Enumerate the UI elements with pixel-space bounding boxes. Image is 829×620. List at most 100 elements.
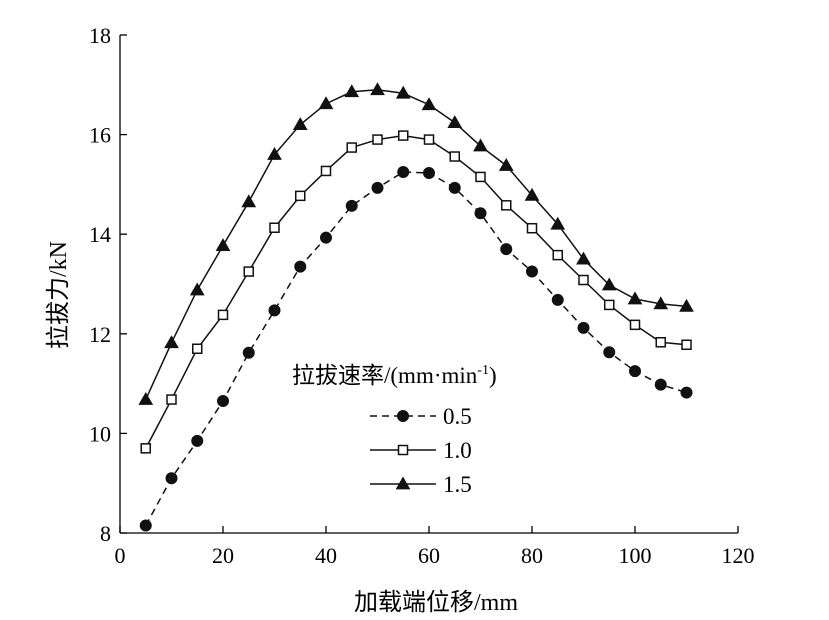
data-point [294, 260, 307, 273]
data-point [421, 97, 437, 111]
data-point [423, 166, 435, 179]
data-point [629, 365, 641, 378]
series-line [145, 134, 687, 449]
data-point [346, 142, 357, 153]
series-layer [138, 82, 694, 532]
data-point [217, 395, 229, 408]
data-point [680, 386, 693, 399]
legend-title: 拉拔速率/(mm·min-1) [292, 363, 497, 388]
x-tick-label: 60 [418, 543, 440, 568]
data-point [241, 194, 257, 208]
data-point [423, 134, 435, 145]
data-point [268, 304, 281, 317]
legend: 拉拔速率/(mm·min-1) 0.5 1.0 1.5 [292, 363, 497, 497]
data-point [189, 282, 205, 296]
data-point [320, 165, 332, 177]
x-tick-label: 20 [212, 543, 234, 568]
data-point [344, 84, 360, 98]
legend-label: 1.0 [443, 438, 472, 463]
x-axis: 0 20 40 60 80 100 120 [115, 526, 755, 568]
data-point [551, 293, 564, 306]
data-point [604, 299, 615, 311]
y-tick-label: 10 [89, 421, 111, 446]
data-point [473, 138, 488, 152]
data-point [653, 296, 669, 310]
legend-label: 1.5 [443, 472, 472, 497]
data-point [578, 274, 589, 286]
data-point [448, 181, 461, 194]
legend-item-1.5: 1.5 [370, 472, 472, 497]
data-point [295, 190, 306, 202]
data-point [681, 339, 692, 351]
data-point [526, 222, 538, 234]
data-point [165, 472, 178, 485]
data-point [372, 134, 383, 145]
series-1.5 [138, 82, 694, 405]
x-tick-label: 40 [315, 543, 337, 568]
data-point [267, 147, 282, 160]
data-point [679, 298, 694, 312]
data-point [655, 337, 666, 348]
data-point [140, 443, 151, 454]
series-0.5 [139, 165, 693, 532]
data-point [550, 216, 566, 230]
data-point [629, 319, 641, 331]
data-point [475, 171, 486, 183]
legend-marker [397, 410, 409, 422]
data-point [395, 85, 411, 99]
data-point [577, 321, 590, 334]
data-point [164, 335, 179, 349]
data-point [345, 199, 358, 212]
data-point [166, 394, 177, 405]
series-line [145, 171, 687, 526]
legend-item-1.0: 1.0 [370, 438, 472, 463]
data-point [603, 346, 616, 359]
series-1.0 [140, 130, 692, 454]
data-point [498, 157, 514, 171]
y-axis: 8 10 12 14 16 18 [89, 23, 127, 546]
data-point [627, 291, 643, 305]
data-point [526, 265, 538, 278]
data-point [243, 266, 254, 277]
data-point [449, 151, 460, 162]
data-point [242, 346, 255, 359]
data-point [138, 392, 154, 405]
y-tick-label: 14 [89, 222, 111, 247]
x-axis-title: 加载端位移/mm [354, 589, 518, 616]
y-axis-title: 拉拔力/kN [45, 241, 72, 349]
legend-marker [395, 476, 411, 490]
data-point [191, 434, 204, 447]
data-point [654, 378, 667, 391]
data-point [318, 96, 334, 110]
data-point [524, 187, 540, 201]
data-point [269, 222, 280, 233]
data-point [217, 309, 229, 321]
data-point [370, 82, 385, 96]
data-point [139, 519, 152, 532]
data-point [292, 117, 308, 131]
data-point [192, 343, 203, 354]
x-tick-label: 120 [722, 543, 755, 568]
data-point [601, 277, 617, 291]
x-tick-label: 80 [521, 543, 543, 568]
y-tick-label: 8 [100, 521, 111, 546]
data-point [576, 251, 591, 265]
x-tick-label: 100 [619, 543, 652, 568]
legend-marker [397, 444, 409, 456]
data-point [447, 115, 463, 129]
x-tick-label: 0 [115, 543, 126, 568]
data-point [552, 249, 563, 261]
y-tick-label: 12 [89, 322, 111, 347]
legend-item-0.5: 0.5 [370, 404, 472, 429]
data-point [371, 181, 384, 194]
y-tick-label: 16 [89, 123, 111, 148]
legend-label: 0.5 [443, 404, 472, 429]
data-point [215, 238, 231, 252]
data-point [397, 165, 410, 178]
data-point [501, 200, 512, 211]
y-tick-label: 18 [89, 23, 111, 48]
data-point [500, 243, 513, 256]
data-point [398, 130, 409, 141]
data-point [320, 231, 332, 244]
